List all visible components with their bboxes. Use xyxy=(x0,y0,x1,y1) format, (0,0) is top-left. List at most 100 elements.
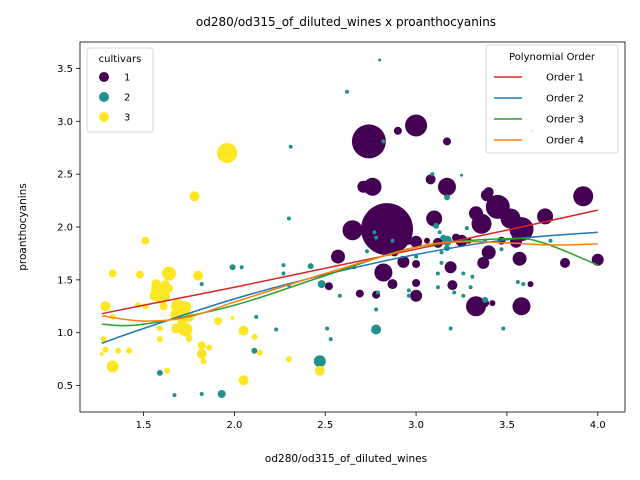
scatter-point-cultivar-3 xyxy=(100,336,107,343)
legend-label: Order 2 xyxy=(546,94,584,105)
scatter-point-cultivar-2 xyxy=(548,238,553,243)
scatter-point-cultivar-2 xyxy=(199,282,204,287)
scatter-point-cultivar-2 xyxy=(239,265,244,270)
scatter-point-cultivar-1 xyxy=(374,263,393,282)
scatter-point-cultivar-1 xyxy=(397,255,410,268)
scatter-point-cultivar-2 xyxy=(515,280,520,284)
scatter-point-cultivar-1 xyxy=(410,289,423,302)
scatter-point-cultivar-3 xyxy=(206,344,212,351)
scatter-point-cultivar-1 xyxy=(489,300,496,307)
scatter-point-cultivar-3 xyxy=(102,346,109,353)
scatter-point-cultivar-3 xyxy=(156,336,163,343)
scatter-point-cultivar-1 xyxy=(410,235,423,248)
scatter-point-cultivar-2 xyxy=(229,264,236,271)
scatter-point-cultivar-1 xyxy=(342,220,363,241)
scatter-point-cultivar-3 xyxy=(149,290,160,301)
legend-label: 1 xyxy=(124,73,130,84)
x-tick-label: 2.5 xyxy=(317,420,333,431)
legend-marker-cultivar-3 xyxy=(99,112,109,122)
scatter-point-cultivar-2 xyxy=(468,285,473,290)
scatter-point-cultivar-3 xyxy=(314,365,325,376)
scatter-point-cultivar-3 xyxy=(285,356,292,363)
scatter-point-cultivar-3 xyxy=(230,315,235,320)
cultivar-legend: cultivars 1 2 3 xyxy=(86,47,154,133)
scatter-point-cultivar-3 xyxy=(186,336,192,343)
x-tick-label: 3.0 xyxy=(408,420,424,431)
scatter-point-cultivar-1 xyxy=(363,177,382,196)
scatter-point-cultivar-3 xyxy=(99,351,104,356)
scatter-point-cultivar-1 xyxy=(477,256,490,269)
scatter-point-cultivar-1 xyxy=(361,203,413,256)
y-tick-label: 0.5 xyxy=(57,381,73,392)
scatter-point-cultivar-3 xyxy=(100,301,111,312)
scatter-point-cultivar-2 xyxy=(156,369,163,376)
scatter-point-cultivar-2 xyxy=(378,58,382,62)
plot-area xyxy=(99,58,604,398)
scatter-point-cultivar-2 xyxy=(372,230,377,235)
scatter-point-cultivar-3 xyxy=(196,348,207,359)
scatter-point-cultivar-2 xyxy=(390,238,395,243)
scatter-point-cultivar-2 xyxy=(375,290,380,295)
scatter-point-cultivar-2 xyxy=(435,285,440,290)
scatter-point-cultivar-2 xyxy=(286,216,291,221)
scatter-point-cultivar-1 xyxy=(387,279,398,290)
scatter-point-cultivar-1 xyxy=(424,237,430,244)
scatter-point-cultivar-1 xyxy=(351,124,386,159)
scatter-point-cultivar-1 xyxy=(527,281,534,288)
scatter-point-cultivar-3 xyxy=(193,270,204,281)
scatter-point-cultivar-2 xyxy=(521,282,526,287)
scatter-point-cultivar-3 xyxy=(165,284,173,293)
scatter-point-cultivar-1 xyxy=(466,296,486,317)
legend-title: Polynomial Order xyxy=(509,52,596,63)
scatter-point-cultivar-1 xyxy=(357,180,370,193)
y-tick-label: 2.5 xyxy=(57,170,73,181)
scatter-point-cultivar-1 xyxy=(500,208,521,229)
scatter-point-cultivar-1 xyxy=(573,186,594,207)
legend-marker-cultivar-1 xyxy=(99,72,109,82)
y-tick-label: 2.0 xyxy=(57,223,73,234)
scatter-point-cultivar-2 xyxy=(274,327,279,332)
scatter-point-cultivar-1 xyxy=(426,210,443,227)
scatter-point-cultivar-2 xyxy=(281,263,286,268)
legend-box xyxy=(485,44,619,154)
scatter-point-cultivar-1 xyxy=(383,235,394,246)
y-tick-label: 3.0 xyxy=(57,117,73,128)
scatter-point-cultivar-2 xyxy=(452,290,457,295)
scatter-point-cultivar-2 xyxy=(172,393,177,398)
scatter-point-cultivar-1 xyxy=(591,253,604,266)
scatter-point-cultivar-1 xyxy=(393,126,402,135)
scatter-point-cultivar-3 xyxy=(162,266,176,281)
fit-curve-order-2 xyxy=(101,231,598,344)
scatter-point-cultivar-2 xyxy=(254,314,259,319)
scatter-point-cultivar-3 xyxy=(156,325,163,332)
scatter-point-cultivar-2 xyxy=(470,274,475,279)
scatter-point-cultivar-2 xyxy=(460,173,463,177)
scatter-point-cultivar-2 xyxy=(406,293,411,298)
legend-title: cultivars xyxy=(99,54,142,65)
scatter-point-cultivar-3 xyxy=(251,333,258,340)
scatter-point-cultivar-3 xyxy=(214,317,223,326)
scatter-point-cultivar-2 xyxy=(461,271,466,276)
scatter-point-cultivar-3 xyxy=(153,287,170,304)
scatter-point-cultivar-2 xyxy=(444,194,450,201)
scatter-point-cultivar-1 xyxy=(443,137,451,146)
scatter-point-cultivar-2 xyxy=(365,249,369,254)
scatter-point-cultivar-1 xyxy=(481,245,496,260)
scatter-point-cultivar-2 xyxy=(439,260,444,265)
legend-label: Order 3 xyxy=(546,115,584,126)
scatter-point-cultivar-1 xyxy=(324,282,333,291)
scatter-point-cultivar-2 xyxy=(435,271,440,276)
scatter-point-cultivar-2 xyxy=(371,324,382,335)
scatter-point-cultivar-1 xyxy=(425,174,436,185)
scatter-point-cultivar-2 xyxy=(482,296,489,303)
scatter-point-cultivar-1 xyxy=(560,257,570,268)
scatter-point-cultivar-2 xyxy=(288,144,293,149)
x-tick-label: 4.0 xyxy=(590,420,606,431)
legend-label: Order 4 xyxy=(546,136,584,147)
scatter-point-cultivar-1 xyxy=(355,289,364,298)
scatter-point-cultivar-3 xyxy=(135,270,144,279)
scatter-point-cultivar-1 xyxy=(331,249,345,264)
scatter-point-cultivar-3 xyxy=(159,302,168,311)
scatter-point-cultivar-2 xyxy=(464,226,469,231)
